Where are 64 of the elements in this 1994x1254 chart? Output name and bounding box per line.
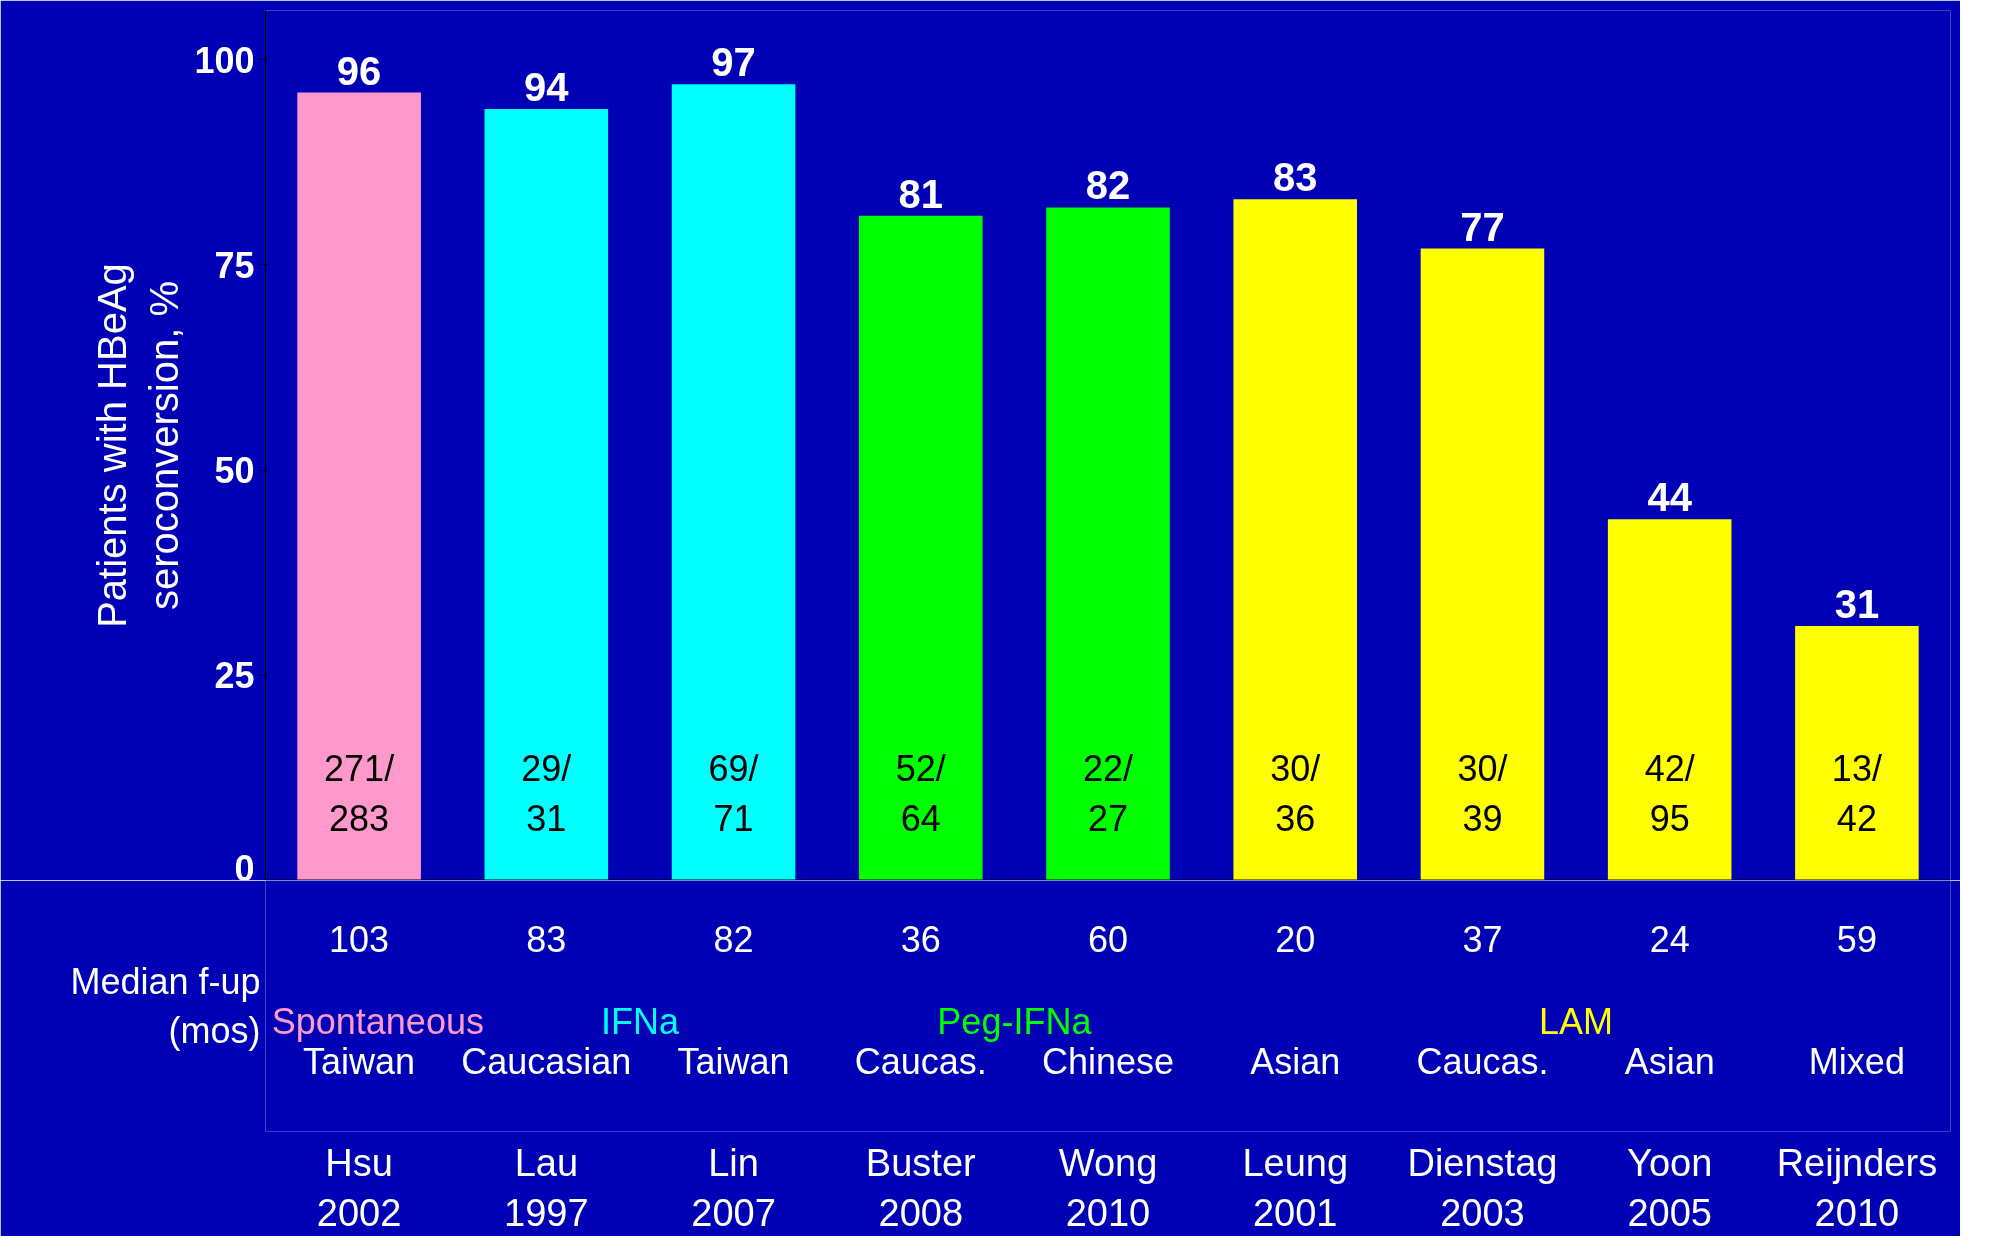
text: Peg-IFNa xyxy=(937,1000,1093,1042)
text: 24 xyxy=(1649,919,1690,961)
x-tick-label: Dienstag 2003 xyxy=(1407,1141,1558,1234)
data-label: 81 xyxy=(898,171,944,216)
annotation: 30/ 36 xyxy=(1270,748,1321,839)
data-label: 31 xyxy=(1834,582,1880,627)
text: 59 xyxy=(1836,919,1877,961)
bar xyxy=(484,108,609,880)
x-tick-label: Wong 2010 xyxy=(1058,1141,1158,1234)
text: Median f-up (mos) xyxy=(70,960,261,1052)
data-label: 44 xyxy=(1647,475,1693,520)
annotation: 30/ 39 xyxy=(1457,748,1508,839)
data-label: 94 xyxy=(524,64,570,109)
y-tick-label: 75 xyxy=(214,244,255,286)
text: 60 xyxy=(1087,919,1129,961)
y-tick-label: 25 xyxy=(214,655,255,697)
annotation: 22/ 27 xyxy=(1082,748,1134,839)
annotation: 69/ 71 xyxy=(708,748,759,839)
bar xyxy=(1233,199,1358,880)
annotation: 29/ 31 xyxy=(521,748,572,839)
text: Caucas. xyxy=(854,1040,987,1082)
data-label: 82 xyxy=(1085,163,1131,208)
annotation: 42/ 95 xyxy=(1644,748,1695,839)
x-tick-label: Buster 2008 xyxy=(865,1141,977,1234)
x-tick-label: Yoon 2005 xyxy=(1627,1141,1713,1234)
text: 37 xyxy=(1462,919,1503,961)
bar xyxy=(858,215,983,880)
annotation: 52/ 64 xyxy=(895,748,946,839)
x-tick-label: Lin 2007 xyxy=(691,1141,776,1234)
text: Taiwan xyxy=(303,1040,416,1082)
x-tick-label: Lau 1997 xyxy=(504,1141,589,1234)
bar xyxy=(1420,248,1545,880)
bar xyxy=(1607,519,1732,880)
y-axis-title: Patients with HBeAg seroconversion, % xyxy=(89,263,187,628)
x-tick-label: Leung 2001 xyxy=(1242,1141,1349,1234)
bar xyxy=(1795,626,1919,880)
annotation: 271/ 283 xyxy=(324,748,395,839)
annotation: 13/ 42 xyxy=(1831,748,1882,839)
text: Taiwan xyxy=(677,1040,790,1082)
x-tick-label: Hsu 2002 xyxy=(316,1141,402,1234)
text: Spontaneous xyxy=(271,1000,484,1042)
text: 103 xyxy=(329,919,390,961)
y-tick-label: 50 xyxy=(214,450,255,492)
data-label: 97 xyxy=(711,40,756,85)
bar xyxy=(1046,207,1170,880)
text: Mixed xyxy=(1808,1040,1905,1082)
y-tick-label: 100 xyxy=(194,39,255,81)
text: LAM xyxy=(1539,1000,1614,1042)
data-label: 77 xyxy=(1460,204,1505,249)
text: IFNa xyxy=(600,1000,680,1042)
text: Caucasian xyxy=(461,1040,632,1082)
bar xyxy=(671,84,796,880)
data-label: 96 xyxy=(336,48,382,93)
x-tick-label: Reijnders 2010 xyxy=(1776,1141,1938,1234)
text: Asian xyxy=(1250,1040,1341,1082)
text: 82 xyxy=(713,919,754,961)
data-label: 83 xyxy=(1272,155,1318,200)
text: Chinese xyxy=(1041,1040,1175,1082)
text: Asian xyxy=(1624,1040,1715,1082)
text: 83 xyxy=(526,919,567,961)
text: 36 xyxy=(900,919,941,961)
text: 20 xyxy=(1275,919,1316,961)
text: Caucas. xyxy=(1416,1040,1549,1082)
bar xyxy=(297,92,421,880)
